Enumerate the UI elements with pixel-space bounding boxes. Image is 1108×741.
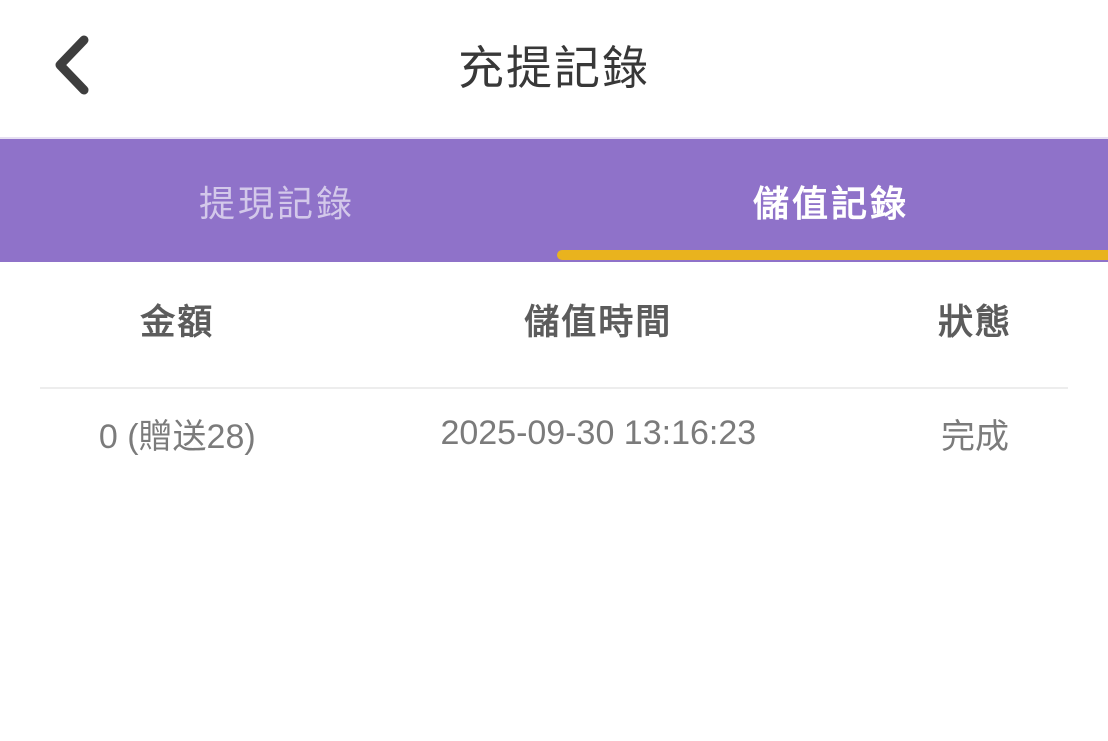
tab-deposit-records[interactable]: 儲值記錄: [554, 139, 1108, 262]
column-header-amount: 金額: [140, 302, 215, 342]
header: 充提記錄: [0, 0, 1108, 130]
tab-withdrawal-records[interactable]: 提現記錄: [0, 139, 554, 262]
tab-bar: 提現記錄 儲值記錄: [0, 137, 1108, 262]
back-icon: [55, 35, 89, 95]
column-header-status: 狀態: [938, 302, 1013, 342]
column-header-time: 儲值時間: [524, 302, 673, 342]
page-title: 充提記錄: [458, 42, 650, 94]
tab-deposit-label: 儲值記錄: [752, 182, 909, 224]
table-header-row: 金額 儲值時間 狀態: [0, 262, 1108, 376]
back-button[interactable]: [36, 26, 108, 104]
table-divider: [40, 387, 1068, 389]
cell-status: 完成: [941, 417, 1010, 456]
active-tab-indicator: [557, 250, 1108, 260]
tab-withdrawal-label: 提現記錄: [198, 182, 355, 224]
cell-time: 2025-09-30 13:16:23: [440, 413, 757, 452]
records-table: 金額 儲值時間 狀態 0 (贈送28) 2025-09-30 13:16:23 …: [0, 262, 1108, 477]
cell-amount: 0 (贈送28): [98, 417, 256, 456]
table-row: 0 (贈送28) 2025-09-30 13:16:23 完成: [0, 389, 1108, 477]
